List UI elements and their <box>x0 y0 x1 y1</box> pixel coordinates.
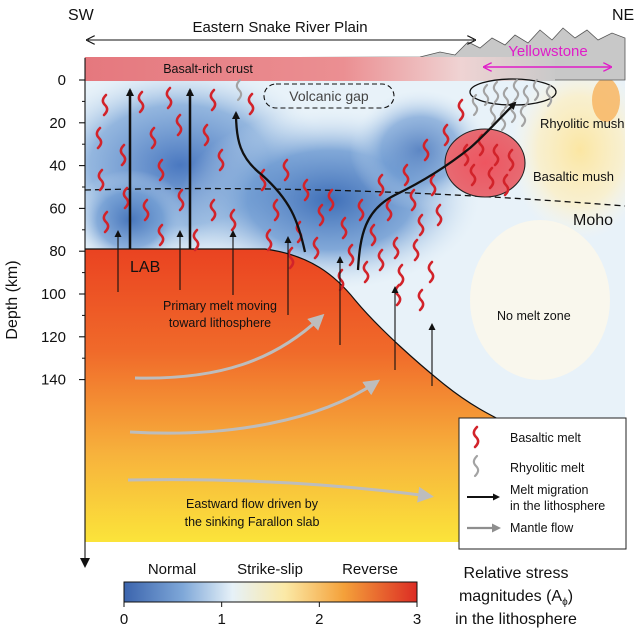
eastward-flow-label-1: Eastward flow driven by <box>186 497 319 511</box>
legend-rhyolitic-label: Rhyolitic melt <box>510 461 585 475</box>
volcanic-gap-outline <box>263 83 395 109</box>
colorbar-title-1: Relative stress <box>464 565 569 582</box>
lab-boundary <box>85 248 626 479</box>
basaltic-mush-label: Basaltic mush <box>533 169 614 184</box>
legend-box <box>458 417 627 550</box>
no-melt-label: No melt zone <box>497 309 571 323</box>
legend-migration-label-2: in the lithosphere <box>510 499 605 513</box>
depth-tick-label: 120 <box>41 329 66 346</box>
legend-migration-label-1: Melt migration <box>510 483 589 497</box>
primary-melt-label-2: toward lithosphere <box>169 316 271 330</box>
volcanic-gap-label: Volcanic gap <box>289 88 369 104</box>
plain-label: Eastern Snake River Plain <box>192 19 367 36</box>
colorbar-title-phi: ϕ <box>562 597 568 608</box>
depth-tick-label: 20 <box>49 115 66 132</box>
depth-tick-label: 60 <box>49 200 66 217</box>
moho-line <box>84 187 626 207</box>
colorbar-title-2: magnitudes (Aϕ) <box>459 588 573 608</box>
depth-tick-label: 100 <box>41 286 66 303</box>
rhyolitic-mush-label: Rhyolitic mush <box>540 116 625 131</box>
colorbar-title-2a: magnitudes (A <box>459 588 562 605</box>
colorbar-ticks: 0 1 2 3 <box>120 602 421 628</box>
melt-migration-arrows <box>114 88 517 386</box>
depth-axis-label: Depth (km) <box>4 260 21 339</box>
colorbar-tick-label: 1 <box>217 611 225 628</box>
lab-label: LAB <box>130 259 160 276</box>
lithosphere-background <box>85 60 625 542</box>
colorbar-title-2b: ) <box>568 588 573 605</box>
colorbar <box>123 581 418 603</box>
depth-tick-label: 140 <box>41 372 66 389</box>
eastward-flow-label-2: the sinking Farallon slab <box>185 515 320 529</box>
colorbar-tick-label: 2 <box>315 611 323 628</box>
colorbar-cat-normal: Normal <box>148 561 196 578</box>
primary-melt-label-1: Primary melt moving <box>163 299 277 313</box>
depth-tick-label: 0 <box>58 72 66 89</box>
legend-basaltic-label: Basaltic melt <box>510 431 581 445</box>
colorbar-cat-reverse: Reverse <box>342 561 398 578</box>
colorbar-tick-label: 3 <box>413 611 421 628</box>
corner-sw: SW <box>68 7 95 24</box>
depth-tick-label: 80 <box>49 243 66 260</box>
depth-axis <box>80 58 90 568</box>
depth-tick-label: 40 <box>49 158 66 175</box>
legend-mantle-label: Mantle flow <box>510 521 574 535</box>
moho-label: Moho <box>573 212 613 229</box>
colorbar-title-3: in the lithosphere <box>455 611 577 628</box>
depth-ticks: 0 20 40 60 80 100 120 140 <box>41 72 85 389</box>
yellowstone-label: Yellowstone <box>508 43 588 60</box>
colorbar-tick-label: 0 <box>120 611 128 628</box>
basalt-rich-crust <box>85 57 555 81</box>
mantle-flow-arrows <box>127 313 434 503</box>
corner-ne: NE <box>612 7 634 24</box>
crust-label: Basalt-rich crust <box>163 62 253 76</box>
colorbar-cat-strike-slip: Strike-slip <box>237 561 303 578</box>
